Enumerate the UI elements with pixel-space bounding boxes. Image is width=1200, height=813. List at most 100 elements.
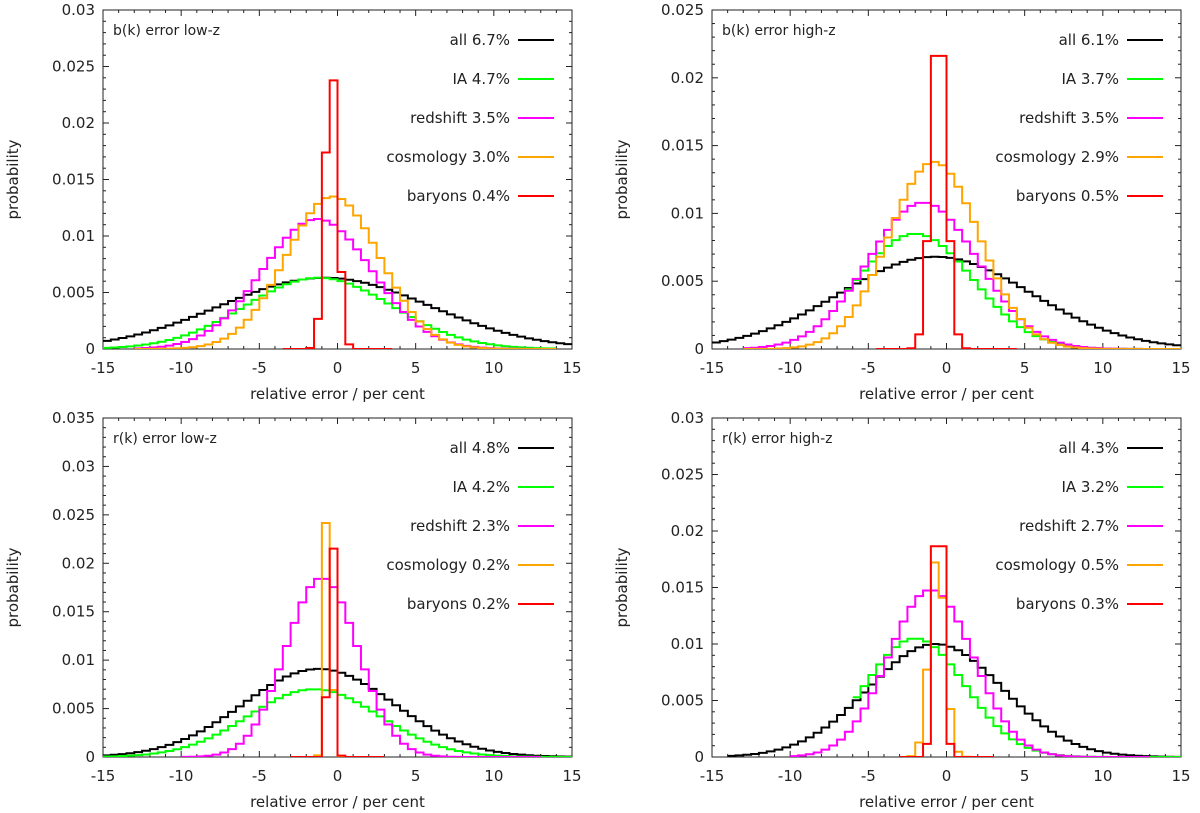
legend-label: IA 3.2%: [1061, 478, 1119, 496]
x-tick-label: 5: [1020, 359, 1030, 377]
legend-label: redshift 2.7%: [1019, 517, 1119, 535]
y-tick-label: 0.02: [671, 69, 704, 87]
legend-label: redshift 3.5%: [410, 109, 510, 127]
y-tick-label: 0.02: [671, 522, 704, 540]
x-axis-label: relative error / per cent: [859, 385, 1034, 403]
x-tick-label: 5: [411, 359, 421, 377]
x-tick-label: 10: [1093, 767, 1112, 785]
x-tick-label: -15: [700, 359, 725, 377]
x-tick-label: 0: [333, 359, 343, 377]
y-tick-label: 0.025: [52, 506, 95, 524]
x-tick-label: -5: [861, 359, 876, 377]
y-tick-label: 0: [694, 340, 704, 358]
y-tick-label: 0.005: [661, 692, 704, 710]
panel-b-k-error-low-z: -15 -10 -5 0 5 10 15 0 0.005 0.01 0.015 0.02 0.025 0.…: [4, 1, 582, 403]
y-axis-label: probability: [613, 547, 631, 627]
y-tick-label: 0.005: [661, 272, 704, 290]
legend-label: all 6.7%: [450, 31, 510, 49]
panel-b-k-error-high-z: -15 -10 -5 0 5 10 15 0 0.005 0.01 0.015 0.02 0.025 re…: [613, 1, 1191, 403]
histogram-ia: [844, 233, 1181, 349]
x-tick-label: 0: [333, 767, 343, 785]
legend-label: cosmology 2.9%: [995, 148, 1119, 166]
y-tick-label: 0.03: [62, 1, 95, 19]
y-tick-label: 0.01: [62, 227, 95, 245]
x-tick-label: 10: [1093, 359, 1112, 377]
legend-label: baryons 0.5%: [1016, 187, 1119, 205]
y-axis-label: probability: [613, 139, 631, 219]
x-tick-label: 15: [1171, 359, 1190, 377]
x-tick-label: -5: [252, 767, 267, 785]
y-tick-label: 0: [85, 748, 95, 766]
legend-label: all 4.3%: [1059, 439, 1119, 457]
y-tick-label: 0.015: [661, 137, 704, 155]
y-tick-label: 0.035: [52, 409, 95, 427]
histogram-cosmology: [743, 160, 1181, 349]
x-tick-label: 0: [942, 767, 952, 785]
panel-r-k-error-high-z: -15 -10 -5 0 5 10 15 0 0.005 0.01 0.015 0.02 0.025 0.…: [613, 409, 1191, 811]
y-tick-label: 0.02: [62, 114, 95, 132]
legend-label: IA 4.7%: [452, 70, 510, 88]
histogram-cosmology: [290, 522, 385, 757]
x-tick-label: 5: [1020, 767, 1030, 785]
x-tick-label: 10: [484, 767, 503, 785]
x-tick-label: 10: [484, 359, 503, 377]
x-tick-label: -10: [778, 359, 803, 377]
x-tick-label: 15: [1171, 767, 1190, 785]
panel-title: b(k) error low-z: [113, 23, 220, 39]
histogram-all: [712, 255, 1181, 347]
histogram-redshift: [743, 201, 1181, 349]
y-tick-label: 0.015: [52, 171, 95, 189]
histogram-baryons: [290, 547, 385, 757]
x-tick-label: 5: [411, 767, 421, 785]
y-tick-label: 0.005: [52, 284, 95, 302]
x-tick-label: -5: [861, 767, 876, 785]
x-tick-label: -10: [169, 359, 194, 377]
y-tick-label: 0.01: [671, 635, 704, 653]
x-tick-label: 15: [562, 359, 581, 377]
y-axis-label: probability: [4, 547, 22, 627]
x-tick-label: -15: [700, 767, 725, 785]
histogram-baryons: [899, 545, 994, 757]
histogram-all: [727, 643, 1181, 757]
legend-label: all 6.1%: [1059, 31, 1119, 49]
panel-title: b(k) error high-z: [722, 23, 836, 39]
x-tick-label: -10: [778, 767, 803, 785]
y-tick-label: 0.025: [52, 58, 95, 76]
histogram-ia: [103, 276, 557, 349]
y-tick-label: 0.005: [52, 700, 95, 718]
y-tick-label: 0: [694, 748, 704, 766]
x-tick-label: -15: [91, 767, 116, 785]
y-axis-label: probability: [4, 139, 22, 219]
y-tick-label: 0.01: [671, 204, 704, 222]
x-axis-label: relative error / per cent: [250, 793, 425, 811]
legend-label: cosmology 3.0%: [386, 148, 510, 166]
y-tick-label: 0: [85, 340, 95, 358]
y-tick-label: 0.01: [62, 651, 95, 669]
legend-label: IA 4.2%: [452, 478, 510, 496]
y-tick-label: 0.03: [62, 457, 95, 475]
legend-label: all 4.8%: [450, 439, 510, 457]
y-tick-label: 0.015: [52, 603, 95, 621]
legend-label: baryons 0.4%: [407, 187, 510, 205]
legend-label: baryons 0.2%: [407, 595, 510, 613]
x-tick-label: -15: [91, 359, 116, 377]
legend-label: redshift 2.3%: [410, 517, 510, 535]
panel-r-k-error-low-z: -15 -10 -5 0 5 10 15 0 0.005 0.01 0.015 0.02 0.025 0.…: [4, 409, 582, 811]
legend-label: cosmology 0.5%: [995, 556, 1119, 574]
x-axis-label: relative error / per cent: [250, 385, 425, 403]
y-tick-label: 0.015: [661, 579, 704, 597]
legend-label: redshift 3.5%: [1019, 109, 1119, 127]
x-tick-label: -10: [169, 767, 194, 785]
legend-label: baryons 0.3%: [1016, 595, 1119, 613]
legend-label: IA 3.7%: [1061, 70, 1119, 88]
y-tick-label: 0.025: [661, 466, 704, 484]
histogram-redshift: [181, 577, 541, 757]
y-tick-label: 0.02: [62, 554, 95, 572]
y-tick-label: 0.03: [671, 409, 704, 427]
panel-title: r(k) error high-z: [722, 431, 833, 447]
histogram-baryons: [876, 54, 1017, 349]
histogram-all: [103, 276, 572, 346]
x-axis-label: relative error / per cent: [859, 793, 1034, 811]
histogram-redshift: [790, 589, 1150, 757]
